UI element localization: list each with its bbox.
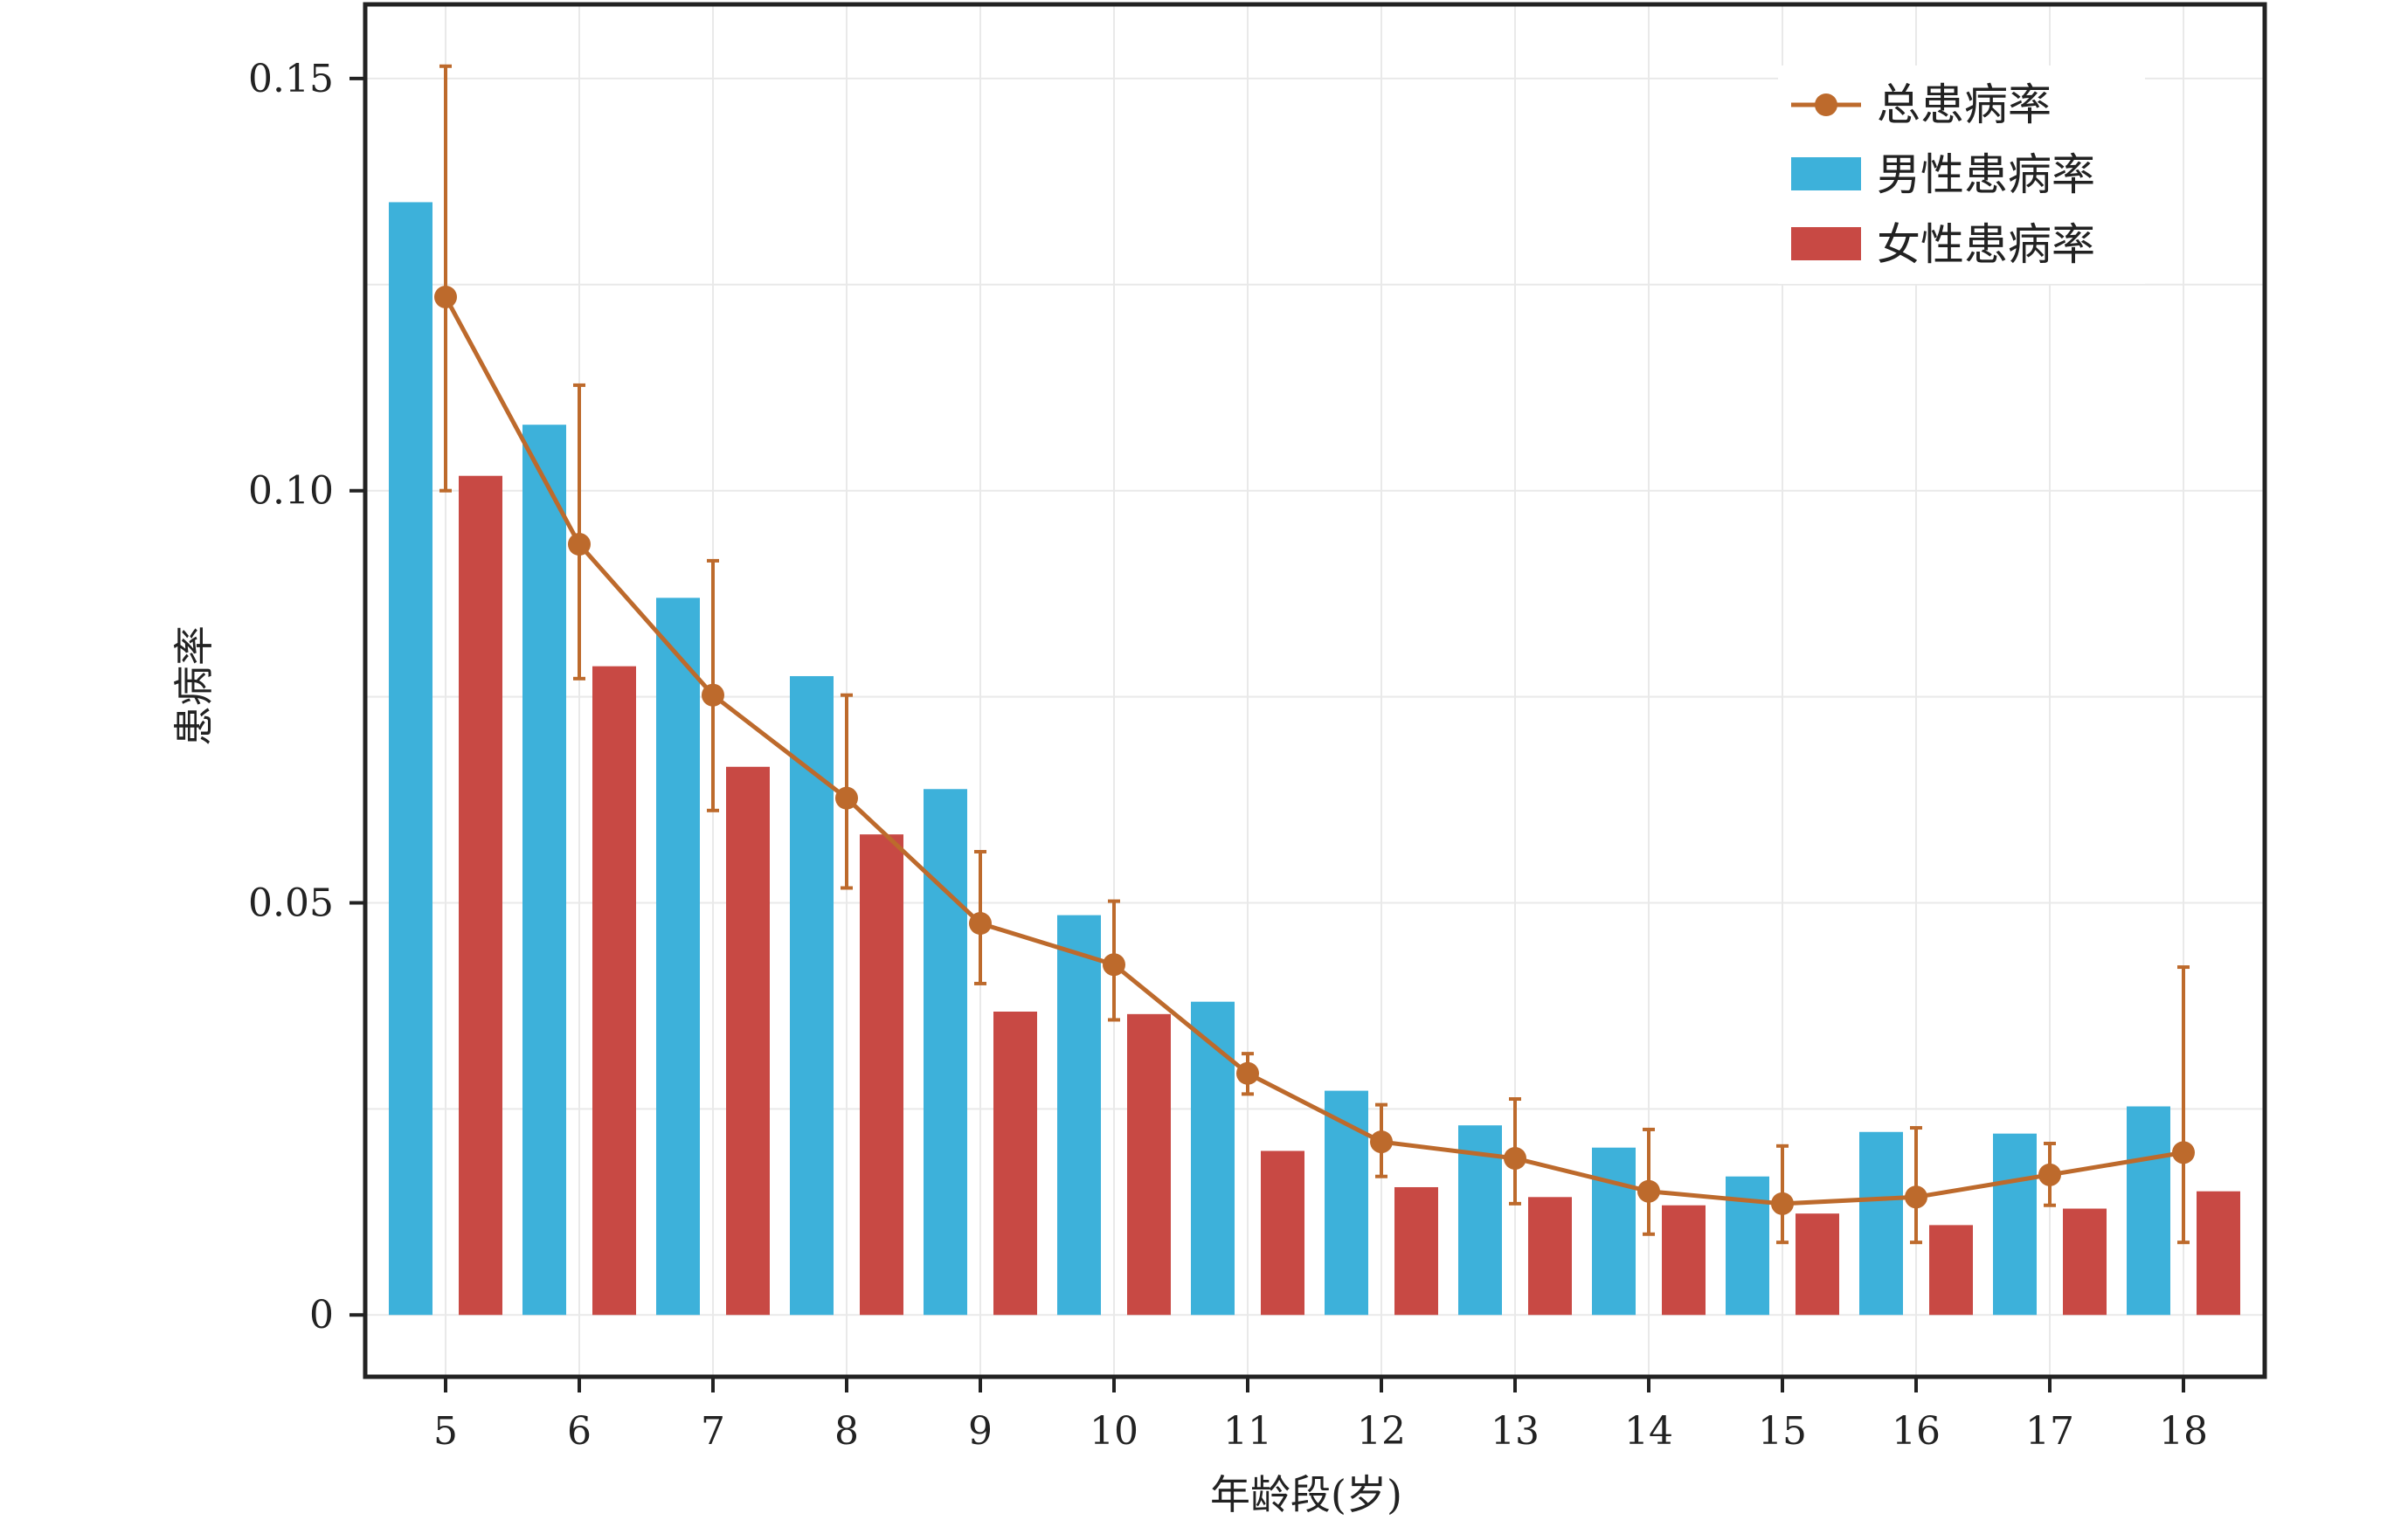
x-tick-label: 16 [1892,1409,1941,1454]
total-point [1905,1185,1927,1209]
total-point [2038,1163,2061,1186]
bars-layer [389,202,2240,1316]
legend-swatch-female [1791,227,1861,260]
male-bar [1191,1001,1235,1316]
x-tick-label: 14 [1624,1409,1673,1454]
male-bar [2127,1106,2170,1316]
female-bar [459,475,502,1316]
total-point [1236,1061,1259,1085]
y-tick-label: 0 [309,1293,334,1337]
female-bar [1528,1197,1572,1316]
y-axis-title: 患病率 [170,625,218,746]
y-tick-label: 0.10 [248,469,334,514]
female-bar [2197,1191,2240,1316]
x-tick-label: 5 [433,1409,458,1454]
female-bar [1662,1205,1706,1316]
x-tick-label: 7 [701,1409,725,1454]
male-bar [656,598,700,1316]
male-bar [924,789,967,1316]
female-bar [2063,1208,2107,1316]
y-tick-label: 0.15 [248,57,334,101]
legend-swatch-marker [1815,93,1837,116]
legend-swatch-male [1791,157,1861,190]
female-bar [860,834,903,1316]
x-tick-label: 6 [567,1409,592,1454]
male-bar [522,425,566,1316]
x-tick-label: 13 [1491,1409,1540,1454]
female-bar [993,1012,1037,1316]
total-point [1504,1146,1526,1170]
total-point [1103,953,1125,977]
total-point [2172,1141,2195,1164]
total-point [835,786,858,810]
legend-label-total: 总患病率 [1877,79,2052,130]
total-point [1637,1179,1660,1203]
x-tick-label: 17 [2025,1409,2074,1454]
x-tick-label: 12 [1357,1409,1406,1454]
x-tick-label: 15 [1758,1409,1807,1454]
x-tick-label: 10 [1090,1409,1138,1454]
male-bar [1592,1147,1636,1316]
plot-frame [363,2,2267,1379]
female-bar [726,766,770,1316]
total-line [443,295,2184,1206]
line-layer [434,64,2195,1245]
x-axis-title: 年龄段(岁) [1210,1471,1402,1518]
total-point [1771,1192,1794,1215]
y-tick-label: 0.05 [248,881,334,925]
total-point [969,912,992,936]
total-point [1370,1130,1393,1154]
female-bar [1127,1013,1171,1316]
x-tick-label: 9 [968,1409,993,1454]
male-bar [389,202,432,1316]
female-bar [1929,1225,1973,1316]
legend-label-male: 男性患病率 [1877,149,2095,200]
male-bar [1325,1090,1368,1316]
total-point [568,533,591,556]
male-bar [1993,1133,2037,1316]
female-bar [1261,1150,1304,1316]
female-bar [1394,1186,1438,1316]
total-point [434,285,457,308]
male-bar [1859,1131,1903,1316]
x-tick-label: 11 [1223,1409,1272,1454]
x-tick-label: 18 [2159,1409,2208,1454]
female-bar [1796,1213,1839,1316]
axes-layer: 0 0.05 0.10 0.15 5 6 7 8 9 10 11 12 13 14 15 16 17 18 [248,2,2267,1454]
legend-label-female: 女性患病率 [1877,219,2095,270]
female-bar [592,666,636,1316]
total-point [702,683,724,707]
x-tick-label: 8 [834,1409,859,1454]
male-bar [1057,915,1101,1316]
